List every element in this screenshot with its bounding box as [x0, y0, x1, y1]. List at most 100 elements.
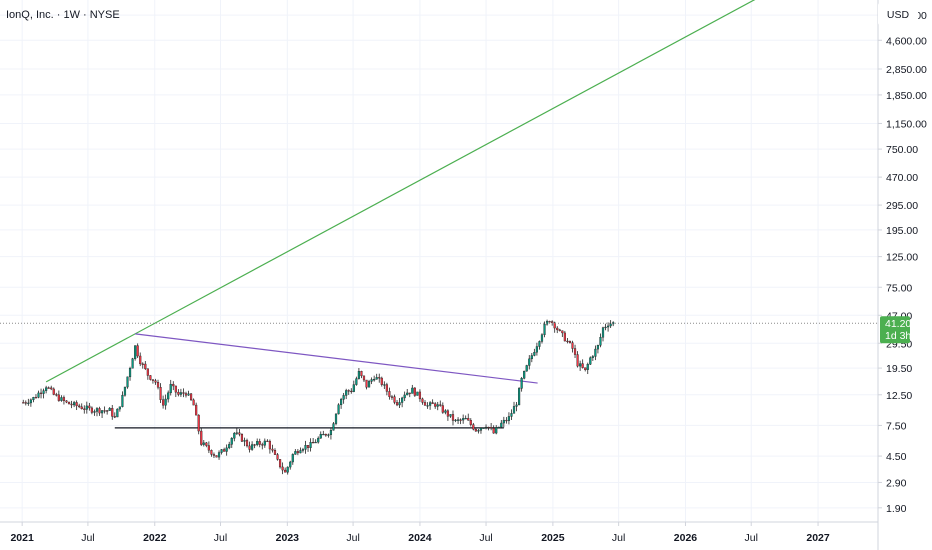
- candle-body: [383, 384, 386, 386]
- candle-body: [60, 397, 63, 401]
- price-axis[interactable]: 7,000.004,600.002,850.001,850.001,150.00…: [877, 0, 927, 550]
- candle-body: [304, 445, 307, 450]
- time-tick-label: Jul: [214, 532, 227, 544]
- candle-body: [118, 406, 121, 410]
- candle-body: [230, 438, 233, 445]
- candle-body: [362, 375, 366, 381]
- candle-body: [256, 441, 259, 445]
- candlestick-series[interactable]: [22, 319, 615, 475]
- candle-body: [586, 364, 589, 370]
- time-axis[interactable]: 2021 Jul 2022 Jul 2023 Jul 2024 Jul 2025 Jul 2026 J…: [0, 521, 878, 544]
- candle-body: [350, 390, 353, 393]
- candle-body: [426, 405, 429, 407]
- candle-body: [510, 413, 513, 417]
- candle-body: [220, 449, 223, 453]
- candle-body: [469, 420, 472, 425]
- rising-trendline[interactable]: [45, 0, 758, 383]
- last-price-value: 41.20: [885, 318, 911, 330]
- price-tick-label: 470.00: [886, 172, 918, 184]
- candle-body: [601, 327, 605, 338]
- descending-resistance-line[interactable]: [135, 333, 538, 384]
- time-tick-label: 2023: [276, 532, 300, 544]
- price-tick-label: 4.50: [886, 451, 907, 463]
- candle-body: [75, 402, 78, 407]
- candle-body: [103, 410, 106, 412]
- candle-body: [551, 321, 554, 323]
- candle-body: [518, 388, 521, 406]
- drawing-layer[interactable]: [45, 0, 758, 429]
- candle-body: [500, 422, 503, 428]
- candle-body: [70, 403, 73, 406]
- candle-body: [187, 393, 190, 396]
- candle-body: [85, 405, 88, 410]
- time-tick-label: Jul: [745, 532, 758, 544]
- candle-body: [566, 340, 569, 343]
- candle-body: [406, 392, 409, 396]
- candle-body: [520, 378, 523, 389]
- candle-body: [22, 402, 25, 404]
- candle-body: [477, 430, 480, 432]
- price-tick-label: 1,850.00: [886, 90, 927, 102]
- currency-selector[interactable]: USD: [878, 2, 918, 26]
- candle-body: [416, 391, 419, 396]
- candle-body: [169, 383, 172, 394]
- candle-body: [164, 398, 167, 406]
- candle-body: [266, 440, 269, 442]
- candle-body: [441, 405, 444, 413]
- candle-body: [296, 451, 299, 454]
- candle-body: [561, 330, 564, 334]
- candle-body: [200, 430, 203, 445]
- candle-body: [482, 427, 485, 429]
- candle-body: [334, 413, 338, 424]
- candle-body: [492, 428, 495, 434]
- candle-body: [464, 418, 467, 420]
- candle-body: [573, 348, 577, 355]
- candle-body: [65, 400, 68, 403]
- candle-body: [228, 444, 231, 449]
- candle-body: [78, 405, 81, 408]
- candle-body: [497, 426, 500, 429]
- candle-body: [533, 352, 536, 356]
- candle-body: [261, 444, 264, 446]
- candle-body: [233, 432, 236, 439]
- candle-body: [93, 411, 96, 413]
- price-tick-label: 195.00: [886, 225, 918, 237]
- candle-body: [55, 394, 58, 396]
- candle-body: [337, 404, 340, 415]
- price-tick-label: 19.50: [886, 363, 912, 375]
- candle-body: [393, 396, 396, 403]
- candle-body: [357, 371, 360, 379]
- candle-body: [446, 410, 449, 417]
- candle-body: [156, 382, 160, 388]
- candle-body: [195, 404, 198, 416]
- candle-body: [126, 376, 129, 388]
- candle-body: [57, 394, 60, 401]
- candle-body: [212, 454, 216, 456]
- candle-body: [179, 392, 182, 395]
- candle-body: [32, 397, 35, 401]
- time-tick-label: Jul: [81, 532, 94, 544]
- candle-body: [197, 414, 200, 432]
- candle-body: [121, 395, 124, 407]
- symbol-title[interactable]: IonQ, Inc. · 1W · NYSE: [6, 9, 120, 21]
- candle-body: [456, 419, 460, 421]
- candle-body: [289, 461, 292, 468]
- candle-body: [240, 434, 244, 442]
- candle-body: [556, 327, 559, 331]
- candle-body: [324, 433, 327, 436]
- candle-body: [479, 427, 483, 431]
- candle-body: [113, 416, 116, 418]
- candle-body: [540, 334, 544, 342]
- candle-body: [589, 357, 592, 365]
- candle-body: [571, 342, 574, 349]
- candle-body: [278, 459, 282, 468]
- candle-body: [306, 445, 310, 448]
- candle-body: [584, 367, 587, 370]
- candle-body: [327, 434, 330, 436]
- candle-body: [111, 408, 114, 417]
- candle-body: [558, 329, 561, 331]
- candle-body: [360, 371, 363, 377]
- candle-body: [375, 377, 378, 380]
- candle-body: [245, 440, 249, 447]
